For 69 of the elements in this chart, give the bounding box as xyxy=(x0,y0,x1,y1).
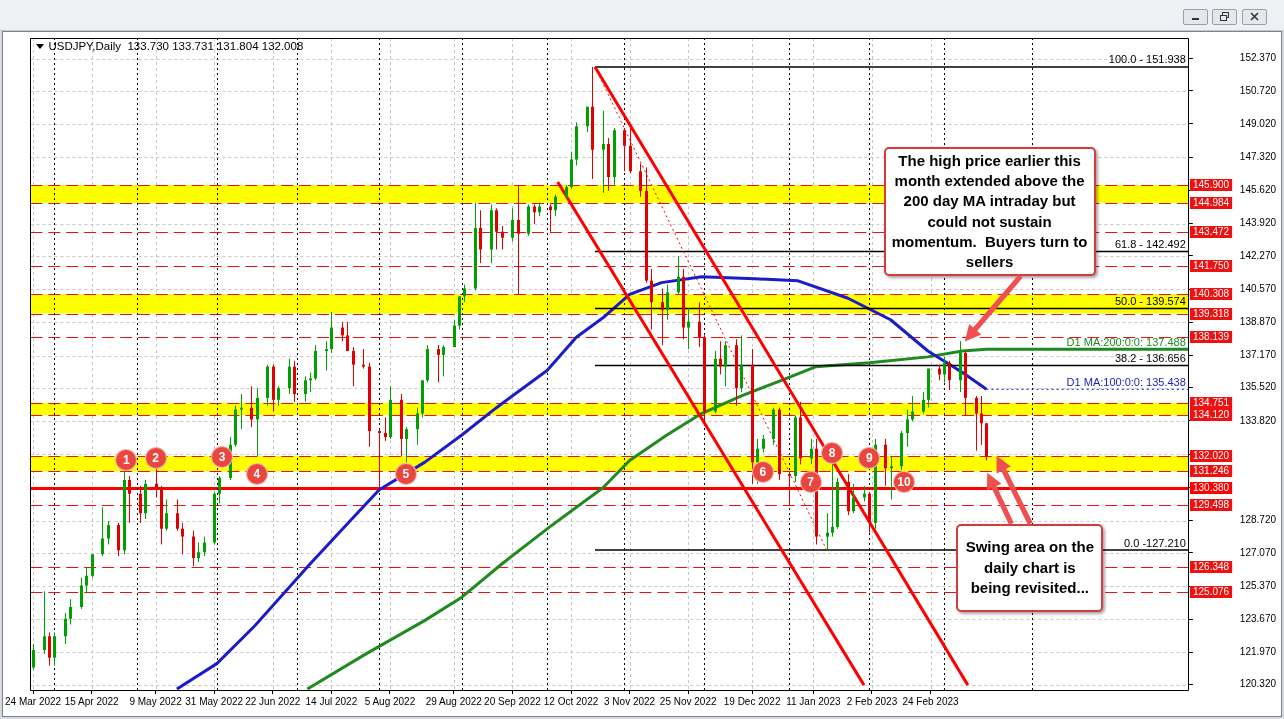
x-tick-label: 11 Jan 2023 xyxy=(786,695,841,707)
y-tick-label: 121.970 xyxy=(1239,646,1277,658)
chart-title: USDJPY,Daily 133.730 133.731 131.804 132.008 xyxy=(48,39,304,53)
y-tick-label: 147.320 xyxy=(1239,150,1277,162)
annotation: 7 xyxy=(800,471,821,492)
legend-label: 38.2 - 136.656 xyxy=(1114,352,1186,365)
y-tick-label: 137.170 xyxy=(1239,349,1277,361)
ref-line-label: 141.750 xyxy=(1193,260,1230,272)
x-tick-label: 20 Sep 2022 xyxy=(484,695,542,707)
annotation: 8 xyxy=(821,442,842,463)
ref-line-label: 131.246 xyxy=(1193,465,1230,477)
x-tick-label: 24 Mar 2022 xyxy=(5,695,62,707)
annotation: 4 xyxy=(246,464,267,485)
series-label: 61.8 - 142.492 xyxy=(1114,238,1186,251)
y-tick-label: 127.070 xyxy=(1239,546,1277,558)
ref-line-label: 134.120 xyxy=(1193,409,1230,421)
ref-line-label: 139.318 xyxy=(1193,308,1230,320)
text: D1 MA:100:0:0: 135.438 xyxy=(1066,375,1186,388)
x-tick-label: 3 Nov 2022 xyxy=(604,695,656,707)
y-tick-label: 150.720 xyxy=(1239,84,1277,96)
annotation: 3 xyxy=(212,446,233,467)
x-tick-label: 24 Feb 2023 xyxy=(902,695,960,707)
x-tick-label: 12 Oct 2022 xyxy=(543,695,599,707)
series-label: 100.0 - 151.938 xyxy=(1108,53,1186,66)
x-tick-label: 25 Nov 2022 xyxy=(659,695,717,707)
ref-line-label: 144.984 xyxy=(1193,197,1230,209)
ref-line-label: 125.076 xyxy=(1193,586,1230,598)
annotation: 1 xyxy=(116,450,137,471)
y-tick-label: 143.920 xyxy=(1239,217,1277,229)
ref-line-label: 140.308 xyxy=(1193,288,1230,300)
legend-label: 50.0 - 139.574 xyxy=(1114,295,1186,308)
annotation: 6 xyxy=(752,462,773,483)
annotation: 9 xyxy=(859,448,880,469)
x-tick-label: 14 Jul 2022 xyxy=(305,695,358,707)
x-tick-label: 2 Feb 2023 xyxy=(846,695,898,707)
x-tick-label: 19 Dec 2022 xyxy=(723,695,781,707)
x-tick-label: 9 May 2022 xyxy=(129,695,183,707)
ref-line-label: 143.472 xyxy=(1193,226,1230,238)
x-tick-label: 15 Apr 2022 xyxy=(64,695,120,707)
ref-line-label: 132.020 xyxy=(1193,450,1230,462)
y-tick-label: 123.670 xyxy=(1239,613,1277,625)
y-tick-label: 133.820 xyxy=(1239,414,1277,426)
y-tick-label: 120.320 xyxy=(1239,678,1277,690)
ref-line-label: 134.751 xyxy=(1193,397,1230,409)
annotation: The high price earlier this month extended above the 200 day MA intraday but could not sustain momentum. Buyers turn to sellers xyxy=(883,147,1096,277)
ref-line-label: 138.139 xyxy=(1193,331,1230,343)
y-tick-label: 142.270 xyxy=(1239,249,1277,261)
x-tick-label: 29 Aug 2022 xyxy=(425,695,483,707)
annotation: 5 xyxy=(395,464,416,485)
annotation: 10 xyxy=(893,471,914,492)
ref-line-label: 145.900 xyxy=(1193,179,1230,191)
y-tick-label: 152.370 xyxy=(1239,52,1277,64)
x-tick-label: 22 Jun 2022 xyxy=(245,695,301,707)
y-tick-label: 145.620 xyxy=(1239,184,1277,196)
series-label: D1 MA:200:0:0: 137.488 xyxy=(1066,335,1186,348)
ref-line-label: 129.498 xyxy=(1193,499,1230,511)
ref-line-label: 130.380 xyxy=(1193,482,1230,494)
annotation: 2 xyxy=(145,448,166,469)
annotation: Swing area on the daily chart is being revisited... xyxy=(956,523,1104,612)
y-tick-label: 128.720 xyxy=(1239,514,1277,526)
y-tick-label: 135.520 xyxy=(1239,381,1277,393)
y-tick-label: 140.570 xyxy=(1239,282,1277,294)
x-tick-label: 31 May 2022 xyxy=(185,695,244,707)
series-label: 0.0 -127.210 xyxy=(1124,536,1186,549)
x-tick-label: 5 Aug 2022 xyxy=(364,695,416,707)
y-tick-label: 138.870 xyxy=(1239,316,1277,328)
y-tick-label: 149.020 xyxy=(1239,117,1277,129)
y-tick-label: 125.370 xyxy=(1239,579,1277,591)
ref-line-label: 126.348 xyxy=(1193,561,1230,573)
